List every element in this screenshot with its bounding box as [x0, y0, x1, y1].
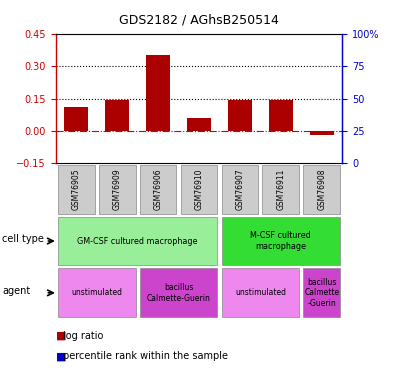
Bar	[64, 107, 88, 131]
FancyBboxPatch shape	[262, 165, 299, 213]
Text: GSM76908: GSM76908	[317, 168, 326, 210]
Text: unstimulated: unstimulated	[71, 288, 122, 297]
Text: agent: agent	[2, 286, 30, 296]
FancyBboxPatch shape	[181, 165, 217, 213]
Text: GSM76910: GSM76910	[195, 168, 203, 210]
Text: bacillus
Calmette
-Guerin: bacillus Calmette -Guerin	[304, 278, 339, 308]
Text: GSM76906: GSM76906	[154, 168, 162, 210]
Bar	[269, 100, 293, 131]
Bar	[228, 100, 252, 131]
Text: GSM76911: GSM76911	[276, 168, 285, 210]
Point	[319, 20, 325, 26]
Text: percentile rank within the sample: percentile rank within the sample	[63, 351, 228, 361]
Text: unstimulated: unstimulated	[235, 288, 286, 297]
FancyBboxPatch shape	[303, 165, 340, 213]
Bar	[146, 56, 170, 131]
Bar	[187, 118, 211, 131]
FancyBboxPatch shape	[140, 268, 217, 317]
Text: GSM76907: GSM76907	[236, 168, 244, 210]
Text: GDS2182 / AGhsB250514: GDS2182 / AGhsB250514	[119, 13, 279, 26]
Text: GSM76905: GSM76905	[72, 168, 81, 210]
FancyBboxPatch shape	[303, 268, 340, 317]
Text: cell type: cell type	[2, 234, 44, 244]
FancyBboxPatch shape	[58, 268, 136, 317]
Text: bacillus
Calmette-Guerin: bacillus Calmette-Guerin	[146, 283, 211, 303]
FancyBboxPatch shape	[58, 217, 217, 266]
FancyBboxPatch shape	[222, 217, 340, 266]
FancyBboxPatch shape	[222, 268, 299, 317]
Text: GSM76909: GSM76909	[113, 168, 122, 210]
FancyBboxPatch shape	[99, 165, 136, 213]
Text: log ratio: log ratio	[63, 331, 103, 340]
Text: M-CSF cultured
macrophage: M-CSF cultured macrophage	[250, 231, 311, 251]
FancyBboxPatch shape	[140, 165, 176, 213]
FancyBboxPatch shape	[58, 165, 95, 213]
Bar	[310, 131, 334, 135]
Bar	[105, 100, 129, 131]
Text: ■: ■	[56, 331, 66, 340]
Text: ■: ■	[56, 351, 66, 361]
FancyBboxPatch shape	[222, 165, 258, 213]
Text: GM-CSF cultured macrophage: GM-CSF cultured macrophage	[77, 237, 198, 246]
